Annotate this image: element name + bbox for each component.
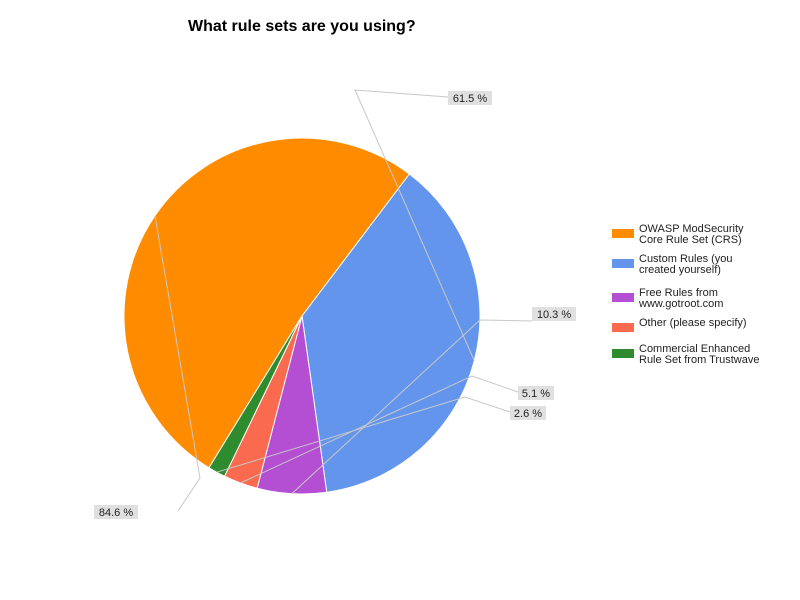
legend-swatch-custom-rules-you-created-yourself xyxy=(612,259,634,268)
value-label-commercial-enhanced-rule-set-from-trustwave: 2.6 % xyxy=(514,408,542,420)
legend-swatch-free-rules-from-www-gotroot-com xyxy=(612,293,634,302)
value-label-bg-custom-rules-you-created-yourself xyxy=(448,91,492,105)
pie-slice-custom-rules-you-created-yourself xyxy=(301,173,481,493)
legend-label-free-rules-from-www-gotroot-com: www.gotroot.com xyxy=(638,298,723,310)
leader-line-free-rules-from-www-gotroot-com xyxy=(291,319,533,495)
value-label-custom-rules-you-created-yourself: 61.5 % xyxy=(453,93,487,105)
value-label-owasp-modsecurity-core-rule-set-crs: 84.6 % xyxy=(99,507,133,519)
leader-line-other-please-specify xyxy=(240,375,519,484)
value-label-bg-owasp-modsecurity-core-rule-set-crs xyxy=(94,505,138,519)
value-label-bg-free-rules-from-www-gotroot-com xyxy=(532,307,576,321)
legend-label-custom-rules-you-created-yourself: created yourself) xyxy=(639,264,721,276)
legend-label-custom-rules-you-created-yourself: Custom Rules (you xyxy=(639,253,733,265)
value-label-bg-other-please-specify xyxy=(518,386,554,400)
pie-slice-commercial-enhanced-rule-set-from-trustwave xyxy=(208,315,303,477)
legend-swatch-commercial-enhanced-rule-set-from-trustwave xyxy=(612,349,634,358)
leader-line-custom-rules-you-created-yourself xyxy=(354,89,475,361)
value-label-free-rules-from-www-gotroot-com: 10.3 % xyxy=(537,309,571,321)
legend-label-owasp-modsecurity-core-rule-set-crs: Core Rule Set (CRS) xyxy=(639,234,742,246)
chart-title: What rule sets are you using? xyxy=(188,18,416,35)
legend-swatch-other-please-specify xyxy=(612,323,634,332)
pie-slice-owasp-modsecurity-core-rule-set-crs xyxy=(123,137,411,469)
legend-label-free-rules-from-www-gotroot-com: Free Rules from xyxy=(639,287,718,299)
legend-label-commercial-enhanced-rule-set-from-trustwave: Rule Set from Trustwave xyxy=(639,354,759,366)
legend-label-owasp-modsecurity-core-rule-set-crs: OWASP ModSecurity xyxy=(639,223,744,235)
legend-swatch-owasp-modsecurity-core-rule-set-crs xyxy=(612,229,634,238)
leader-line-owasp-modsecurity-core-rule-set-crs xyxy=(154,215,201,512)
value-label-other-please-specify: 5.1 % xyxy=(522,388,550,400)
leader-line-commercial-enhanced-rule-set-from-trustwave xyxy=(216,396,511,473)
legend-label-commercial-enhanced-rule-set-from-trustwave: Commercial Enhanced xyxy=(639,343,750,355)
value-label-bg-commercial-enhanced-rule-set-from-trustwave xyxy=(510,406,546,420)
legend-label-other-please-specify: Other (please specify) xyxy=(639,317,747,329)
